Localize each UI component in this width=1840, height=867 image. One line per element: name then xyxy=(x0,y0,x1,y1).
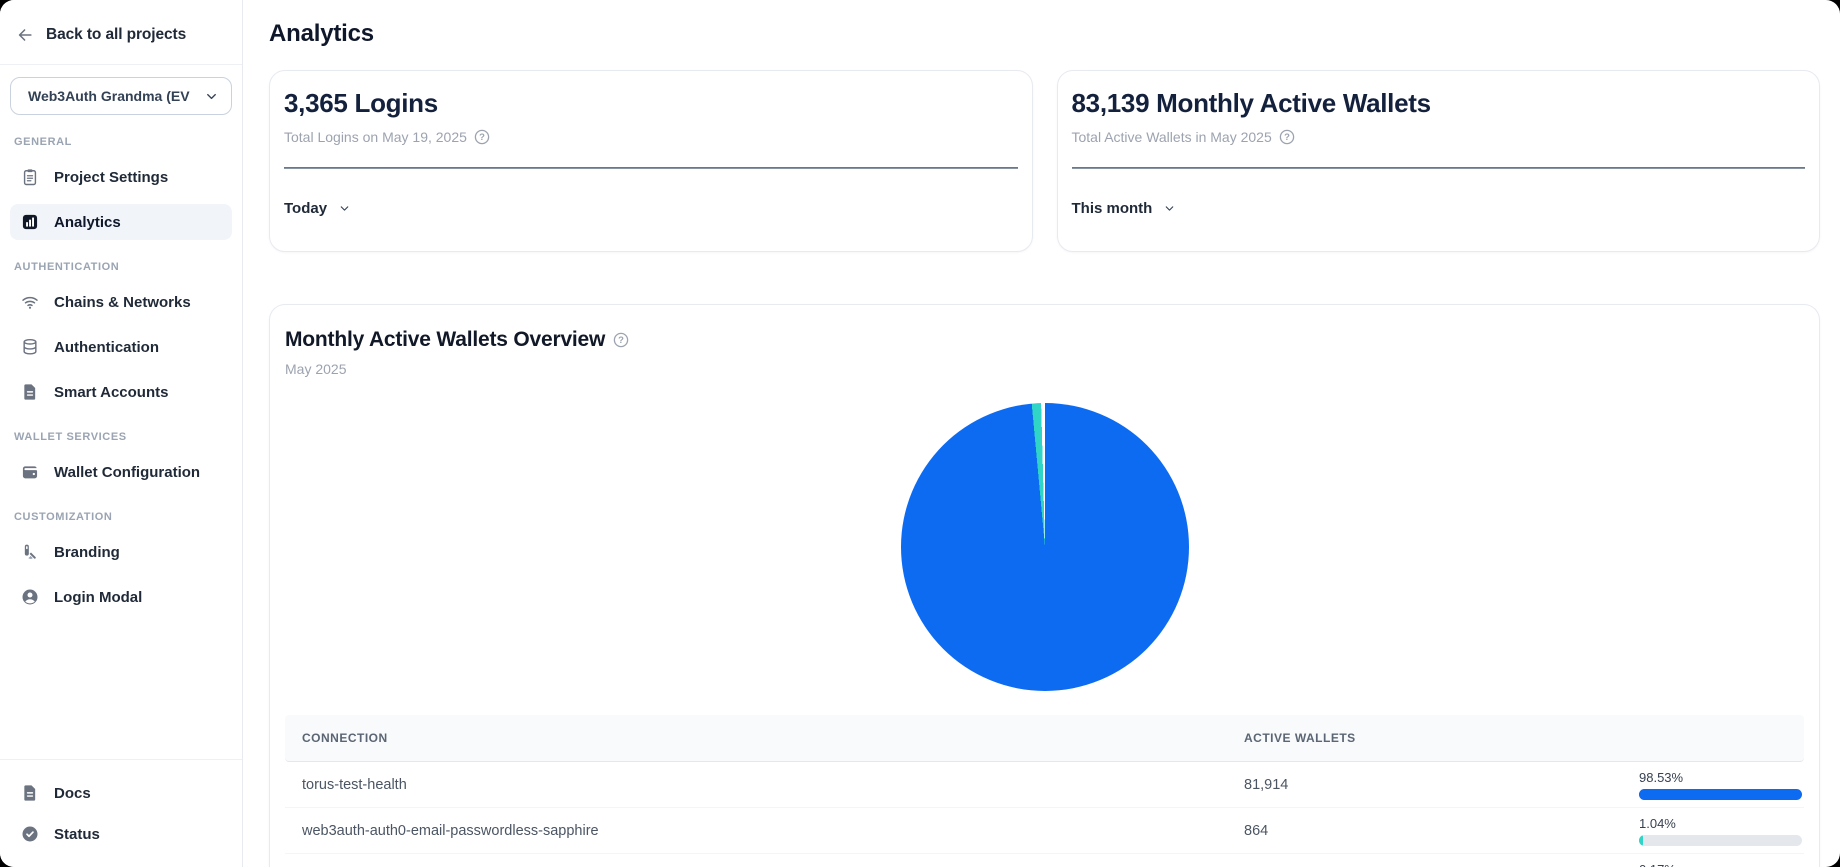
sidebar-item-chains-networks[interactable]: Chains & Networks xyxy=(10,284,232,320)
page-title: Analytics xyxy=(269,20,374,47)
sidebar-item-label: Docs xyxy=(54,784,91,802)
sidebar-item-authentication[interactable]: Authentication xyxy=(10,329,232,365)
sidebar-item-status[interactable]: Status xyxy=(10,816,232,852)
sidebar-item-label: Smart Accounts xyxy=(54,383,169,401)
section-label-authentication: AUTHENTICATION xyxy=(14,261,120,273)
overview-title-row: Monthly Active Wallets Overview xyxy=(285,328,1804,352)
share-percent-label: 0.17% xyxy=(1639,862,1804,867)
chevron-down-icon xyxy=(340,206,349,211)
brush-icon xyxy=(24,544,36,559)
sidebar-item-smart-accounts[interactable]: Smart Accounts xyxy=(10,374,232,410)
active-wallets-cell: 864 xyxy=(1244,822,1269,839)
table-header-row: CONNECTION ACTIVE WALLETS xyxy=(285,715,1804,762)
database-icon xyxy=(23,338,37,355)
logins-card: 3,365 Logins Total Logins on May 19, 202… xyxy=(269,70,1033,252)
active-wallets-subtitle: Total Active Wallets in May 2025 xyxy=(1071,129,1272,145)
table-row[interactable]: web3auth-auth0-email-passwordless-sapphi… xyxy=(285,808,1804,854)
active-wallets-card: 83,139 Monthly Active Wallets Total Acti… xyxy=(1056,70,1820,252)
share-cell: 1.04% xyxy=(1639,816,1804,846)
column-header-connection: CONNECTION xyxy=(302,731,388,745)
wallet-icon xyxy=(22,466,38,479)
chevron-down-icon xyxy=(207,93,216,99)
progress-bar-fill xyxy=(1639,834,1643,846)
active-wallets-title: 83,139 Monthly Active Wallets xyxy=(1071,88,1432,118)
check-circle-icon xyxy=(21,825,39,843)
wifi-icon xyxy=(22,296,38,310)
active-wallets-cell: 81,914 xyxy=(1244,776,1289,793)
active-wallets-range-dropdown[interactable]: This month xyxy=(1072,200,1177,217)
table-row[interactable]: torus-test-health 81,914 98.53% xyxy=(285,762,1804,808)
section-label-general: GENERAL xyxy=(14,136,72,148)
sidebar-item-label: Status xyxy=(54,825,100,843)
sidebar-item-login-modal[interactable]: Login Modal xyxy=(10,579,232,615)
progress-bar xyxy=(1639,834,1802,846)
stat-cards-row: 3,365 Logins Total Logins on May 19, 202… xyxy=(269,70,1820,252)
sidebar-item-label: Login Modal xyxy=(54,588,143,606)
sidebar-item-label: Analytics xyxy=(54,213,121,231)
progress-bar xyxy=(1639,788,1802,800)
share-percent-label: 98.53% xyxy=(1639,769,1684,785)
help-icon[interactable] xyxy=(474,129,490,145)
back-button[interactable]: Back to all projects xyxy=(0,0,242,65)
progress-bar-fill xyxy=(1639,788,1800,800)
divider xyxy=(284,167,1018,169)
help-icon[interactable] xyxy=(1279,129,1295,145)
range-label: This month xyxy=(1071,200,1153,217)
logins-subtitle: Total Logins on May 19, 2025 xyxy=(284,129,467,145)
share-percent-label: 1.04% xyxy=(1639,815,1676,831)
project-select-value: Web3Auth Grandma (EV xyxy=(28,88,190,104)
connections-table: CONNECTION ACTIVE WALLETS torus-test-hea… xyxy=(285,715,1804,867)
share-cell: 98.53% xyxy=(1639,770,1804,800)
back-label: Back to all projects xyxy=(46,26,187,43)
overview-title: Monthly Active Wallets Overview xyxy=(285,328,606,351)
sidebar-item-label: Wallet Configuration xyxy=(54,463,201,481)
clipboard-icon xyxy=(23,168,37,186)
logins-title: 3,365 Logins xyxy=(284,88,438,118)
arrow-left-icon xyxy=(18,29,32,41)
connection-cell: web3auth-auth0-email-passwordless-sapphi… xyxy=(302,822,599,839)
sidebar-item-label: Authentication xyxy=(54,338,159,356)
share-cell: 0.17% xyxy=(1639,862,1804,867)
logins-range-dropdown[interactable]: Today xyxy=(284,200,351,217)
table-row[interactable]: web3auth-google-sapphire 145 0.17% xyxy=(285,854,1804,867)
sidebar-item-label: Project Settings xyxy=(54,168,169,186)
sidebar-item-label: Branding xyxy=(54,543,120,561)
logins-subtitle-row: Total Logins on May 19, 2025 xyxy=(284,129,1018,145)
overview-card: Monthly Active Wallets Overview May 2025… xyxy=(269,304,1820,867)
bar-chart-icon xyxy=(22,214,38,230)
sidebar-item-project-settings[interactable]: Project Settings xyxy=(10,159,232,195)
document-icon xyxy=(24,785,36,801)
sidebar-nav: Web3Auth Grandma (EV GENERAL Project Set… xyxy=(0,65,242,759)
section-label-wallet-services: WALLET SERVICES xyxy=(14,431,127,443)
chevron-down-icon xyxy=(1166,206,1174,211)
divider xyxy=(1071,167,1805,169)
sidebar: Back to all projects Web3Auth Grandma (E… xyxy=(0,0,243,867)
main-content: Analytics 3,365 Logins Total Logins on M… xyxy=(243,0,1840,867)
project-select[interactable]: Web3Auth Grandma (EV xyxy=(10,77,232,115)
range-label: Today xyxy=(284,200,328,217)
active-wallets-pie-chart xyxy=(900,403,1189,691)
user-circle-icon xyxy=(22,589,38,605)
help-icon[interactable] xyxy=(613,332,629,348)
sidebar-footer: Docs Status xyxy=(0,759,242,867)
sidebar-item-branding[interactable]: Branding xyxy=(10,534,232,570)
sidebar-item-analytics[interactable]: Analytics xyxy=(10,204,232,240)
connection-cell: torus-test-health xyxy=(302,776,407,793)
sidebar-item-docs[interactable]: Docs xyxy=(10,775,232,811)
section-label-customization: CUSTOMIZATION xyxy=(14,511,113,523)
file-icon xyxy=(24,384,36,400)
column-header-active-wallets: ACTIVE WALLETS xyxy=(1244,731,1356,745)
active-wallets-subtitle-row: Total Active Wallets in May 2025 xyxy=(1072,129,1806,145)
sidebar-item-label: Chains & Networks xyxy=(54,293,191,311)
overview-subtitle: May 2025 xyxy=(285,361,347,377)
sidebar-item-wallet-configuration[interactable]: Wallet Configuration xyxy=(10,454,232,490)
